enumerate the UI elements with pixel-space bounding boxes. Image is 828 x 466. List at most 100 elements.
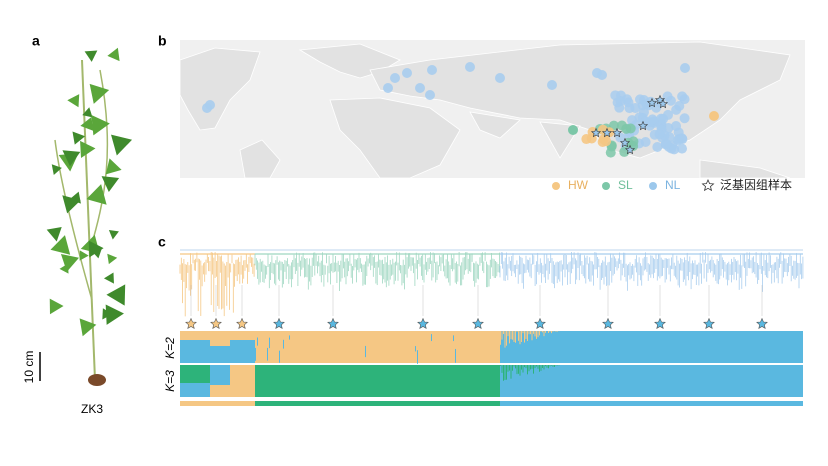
ancestry-noise — [267, 347, 268, 361]
ancestry-noise — [518, 365, 519, 374]
ancestry-block — [180, 401, 255, 406]
ancestry-noise — [515, 365, 516, 369]
ancestry-noise — [537, 365, 539, 369]
pangenome-star — [654, 94, 666, 105]
ancestry-noise — [536, 365, 537, 367]
leaf — [107, 47, 120, 62]
leaf — [105, 158, 122, 175]
ancestry-noise — [552, 365, 554, 367]
pangenome-star — [654, 317, 666, 330]
dot-nl — [669, 144, 680, 155]
ancestry-noise — [540, 365, 542, 371]
legend-label: NL — [665, 178, 681, 192]
ancestry-noise — [548, 365, 549, 369]
pangenome-star — [472, 317, 484, 330]
ancestry-noise — [528, 365, 530, 372]
ancestry-noise — [531, 331, 533, 341]
pangenome-star — [185, 317, 197, 330]
ancestry-noise — [519, 365, 521, 376]
dot-nl — [202, 103, 212, 113]
leaf — [80, 116, 94, 131]
ancestry-noise — [279, 350, 280, 363]
leaf — [69, 191, 81, 204]
dot-nl — [677, 143, 688, 154]
dot-nl — [665, 95, 676, 106]
ancestry-noise — [515, 331, 516, 343]
pangenome-star — [637, 120, 649, 131]
ancestry-noise — [545, 331, 546, 333]
ancestry-noise — [545, 365, 546, 367]
ancestry-block — [230, 365, 255, 397]
leaf — [82, 107, 93, 118]
ancestry-noise — [551, 365, 552, 366]
dot-nl — [597, 70, 607, 80]
dot-nl — [621, 94, 632, 105]
legend-label: 泛基因组样本 — [720, 177, 792, 192]
ancestry-noise — [504, 331, 506, 348]
ancestry-noise — [528, 331, 530, 335]
leaf — [46, 227, 62, 242]
pangenome-star — [417, 317, 429, 330]
ancestry-noise — [289, 335, 290, 340]
ancestry-noise — [533, 331, 534, 334]
pangenome-star — [611, 127, 623, 138]
pangenome-star — [236, 317, 248, 330]
leaf — [84, 50, 98, 62]
ancestry-noise — [503, 331, 504, 334]
dot-nl — [610, 90, 621, 101]
dot-nl — [624, 103, 635, 114]
pangenome-star — [590, 127, 602, 138]
ancestry-noise — [283, 339, 284, 349]
ancestry-noise — [516, 331, 518, 332]
pangenome-star — [657, 98, 669, 109]
dot-nl — [415, 83, 425, 93]
ancestry-noise — [552, 331, 554, 332]
legend-dot — [602, 182, 610, 190]
ancestry-noise — [548, 331, 549, 333]
leaf — [51, 164, 62, 175]
legend-label: HW — [568, 178, 589, 192]
ancestry-noise — [522, 365, 524, 373]
pangenome-star — [602, 317, 614, 330]
leaf — [88, 240, 104, 258]
pangenome-star — [646, 97, 658, 108]
dot-nl — [671, 104, 682, 115]
ancestry-noise — [525, 331, 527, 339]
dot-nl — [427, 65, 437, 75]
scale-bar-label: 10 cm — [22, 351, 36, 384]
dot-hw — [598, 134, 609, 145]
leaf — [62, 150, 81, 167]
leaf — [72, 131, 86, 145]
legend-label: SL — [618, 178, 633, 192]
ancestry-noise — [542, 331, 543, 333]
leaf — [89, 83, 110, 104]
ancestry-noise — [509, 365, 510, 371]
pangenome-star — [210, 317, 222, 330]
ancestry-block — [500, 365, 803, 397]
leaf — [101, 176, 120, 192]
legend-dot — [649, 182, 657, 190]
ancestry-noise — [522, 331, 524, 334]
sample-name: ZK3 — [81, 402, 103, 416]
leaf — [86, 184, 107, 205]
structure-plot — [180, 331, 803, 406]
leaf — [79, 318, 97, 337]
ancestry-noise — [255, 347, 256, 361]
dot-nl — [402, 68, 412, 78]
leaf — [91, 114, 110, 136]
ancestry-noise — [531, 365, 533, 369]
ancestry-block — [255, 331, 500, 363]
ancestry-noise — [516, 365, 518, 375]
ancestry-block — [210, 331, 230, 346]
leaf — [106, 284, 126, 306]
dot-nl — [661, 138, 672, 149]
ancestry-noise — [455, 348, 456, 363]
ancestry-noise — [503, 365, 504, 381]
panel-label: a — [32, 33, 40, 49]
ancestry-noise — [521, 331, 522, 342]
dot-nl — [652, 142, 663, 153]
ancestry-noise — [257, 337, 258, 346]
dot-sl — [628, 136, 639, 147]
pangenome-star — [601, 127, 613, 138]
